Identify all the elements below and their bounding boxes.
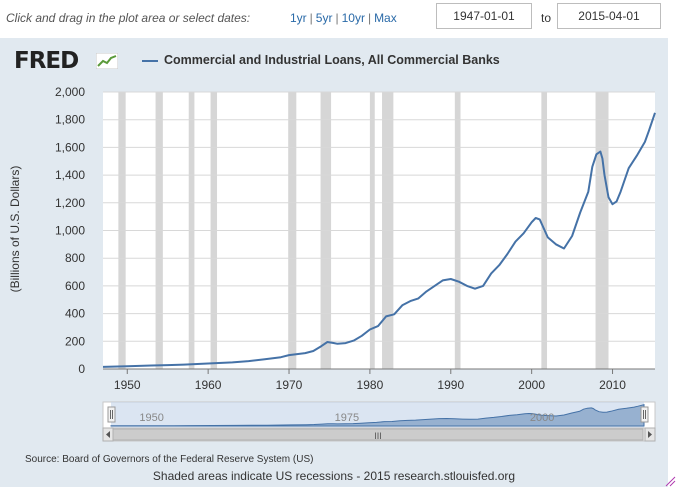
range-link-1yr[interactable]: 1yr — [290, 11, 307, 25]
navigator-handle[interactable] — [107, 406, 116, 423]
footer-note: Shaded areas indicate US recessions - 20… — [152, 469, 516, 483]
navigator-handle[interactable] — [640, 406, 649, 423]
resize-handle-icon[interactable] — [664, 475, 676, 487]
toolbar: Click and drag in the plot area or selec… — [0, 0, 676, 38]
x-tick-label: 1970 — [276, 378, 303, 392]
y-tick-label: 1,400 — [55, 168, 85, 182]
y-tick-label: 1,800 — [55, 113, 85, 127]
y-tick-label: 400 — [65, 307, 85, 321]
y-tick-label: 600 — [65, 279, 85, 293]
end-date-input[interactable] — [557, 3, 661, 29]
x-tick-label: 1960 — [195, 378, 222, 392]
arrow-left-icon — [106, 431, 110, 438]
drag-hint: Click and drag in the plot area or selec… — [6, 11, 251, 25]
x-tick-label: 1950 — [114, 378, 141, 392]
y-tick-label: 1,000 — [55, 224, 85, 238]
navigator-label: 2000 — [530, 412, 554, 424]
legend: Commercial and Industrial Loans, All Com… — [142, 53, 500, 67]
separator: | — [367, 11, 372, 25]
range-link-max[interactable]: Max — [374, 11, 397, 25]
x-tick-label: 1980 — [357, 378, 384, 392]
navigator-selection — [111, 402, 644, 428]
x-tick-label: 2010 — [599, 378, 626, 392]
chart-svg[interactable]: 0 200 400 600 800 1,000 1,200 1,400 1,600 1,800 2,… — [0, 38, 668, 487]
y-tick-label: 200 — [65, 334, 85, 348]
y-axis-label: (Billions of U.S. Dollars) — [8, 165, 22, 293]
fred-logo: FRED — [14, 48, 79, 74]
series-line — [102, 112, 656, 368]
source-note: Source: Board of Governors of the Federa… — [25, 454, 314, 465]
x-tick-label: 2000 — [518, 378, 545, 392]
navigator-area — [110, 404, 645, 427]
to-label: to — [541, 11, 552, 25]
legend-swatch — [142, 59, 158, 62]
x-tick-label: 1990 — [437, 378, 464, 392]
navigator-label: 1950 — [139, 412, 163, 424]
separator: | — [309, 11, 313, 25]
y-tick-label: 0 — [78, 362, 85, 376]
navigator-label: 1975 — [335, 412, 359, 424]
scrollbar-grip: III — [374, 431, 382, 441]
y-tick-label: 800 — [65, 251, 85, 265]
range-link-5yr[interactable]: 5yr — [315, 11, 333, 25]
fred-graph-icon — [96, 53, 118, 69]
y-tick-label: 1,600 — [55, 140, 85, 154]
y-tick-label: 2,000 — [55, 85, 85, 99]
legend-label: Commercial and Industrial Loans, All Com… — [164, 53, 500, 67]
graph-panel: 0 200 400 600 800 1,000 1,200 1,400 1,600 1,800 2,… — [0, 38, 668, 487]
start-date-input[interactable] — [436, 3, 532, 29]
range-links: 1yr | 5yr | 10yr | Max — [290, 11, 397, 25]
range-link-10yr[interactable]: 10yr — [341, 11, 365, 25]
y-tick-label: 1,200 — [55, 196, 85, 210]
arrow-right-icon — [648, 431, 652, 438]
separator: | — [335, 11, 339, 25]
